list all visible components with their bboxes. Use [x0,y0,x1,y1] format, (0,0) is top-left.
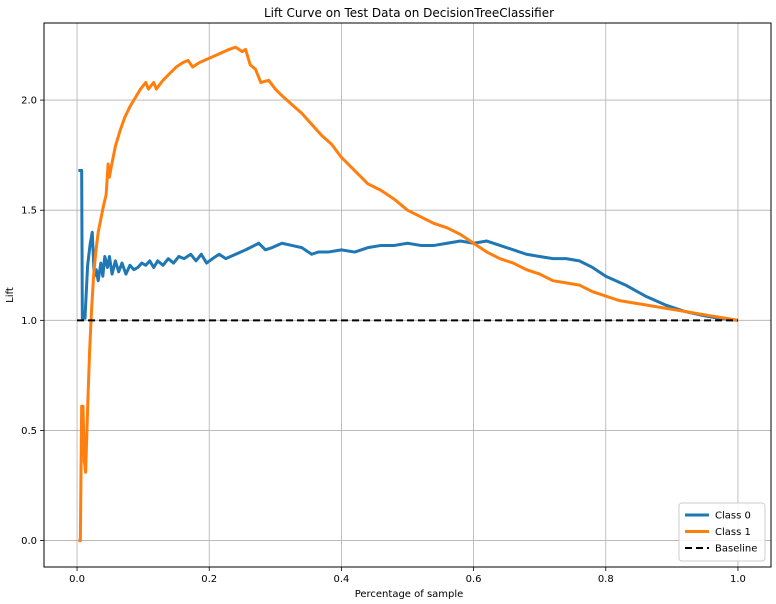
y-tick-label: 1.5 [21,206,37,217]
x-tick-label: 0.6 [466,574,482,585]
y-tick-label: 0.0 [21,536,37,547]
grid-lines [44,23,771,567]
axis-ticks: 0.0 0.2 0.4 0.6 0.8 1.0 0.0 0.5 1.0 1.5 2.0 [21,96,746,585]
x-axis-label: Percentage of sample [355,589,464,600]
legend-entry: Class 0 [715,511,751,522]
x-tick-label: 1.0 [730,574,746,585]
series-line-class-0 [78,169,739,322]
x-tick-label: 0.2 [201,574,217,585]
legend: Class 0 Class 1 Baseline [678,502,766,562]
y-tick-label: 2.0 [21,96,37,107]
legend-entry: Class 1 [715,527,751,538]
y-tick-label: 0.5 [21,426,37,437]
y-axis-label: Lift [5,287,16,303]
legend-box [678,502,766,562]
series-lines [77,45,739,543]
x-tick-label: 0.8 [598,574,614,585]
series-line-class-1 [78,45,739,543]
x-tick-label: 0.4 [333,574,349,585]
y-tick-label: 1.0 [21,316,37,327]
legend-entry: Baseline [715,544,757,555]
x-tick-label: 0.0 [69,574,85,585]
chart-title: Lift Curve on Test Data on DecisionTreeC… [264,6,554,20]
plot-frame [43,22,772,568]
